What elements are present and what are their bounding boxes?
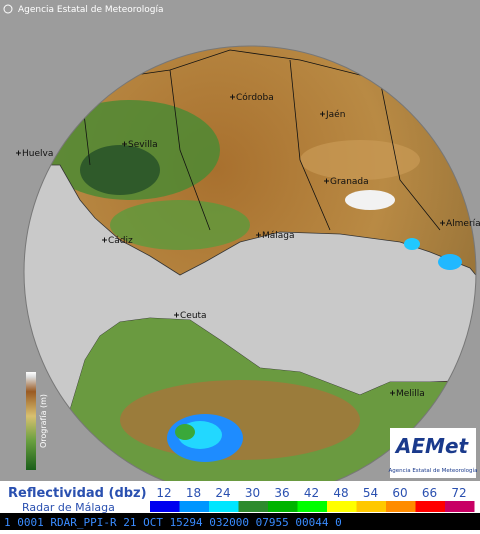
city-marker xyxy=(440,220,445,226)
legend-value: 18 xyxy=(186,486,201,500)
legend-swatch xyxy=(238,501,268,512)
logo-subtitle: Agencia Estatal de Meteorología xyxy=(389,467,478,474)
city-label: Cádiz xyxy=(108,236,133,246)
legend-title: Reflectividad (dbz) xyxy=(8,486,147,501)
legend-swatch xyxy=(268,501,298,512)
orography-title: Orografía (m) xyxy=(39,394,48,448)
radar-coverage xyxy=(24,46,476,481)
agency-label: Agencia Estatal de Meteorología xyxy=(18,5,164,15)
city-marker xyxy=(16,150,21,156)
legend-value: 60 xyxy=(392,486,407,500)
legend-value: 36 xyxy=(274,486,289,500)
city-marker xyxy=(102,237,107,243)
city-marker xyxy=(122,141,127,147)
legend-value: 66 xyxy=(422,486,437,500)
legend-value: 72 xyxy=(451,486,466,500)
status-bar xyxy=(0,513,480,530)
legend-swatch xyxy=(209,501,239,512)
legend-swatch xyxy=(179,501,209,512)
city-labels: Córdoba Jaén Sevilla Huelva Granada Málaga Cád… xyxy=(16,92,480,399)
city-marker xyxy=(230,94,235,100)
city-label: Melilla xyxy=(396,389,425,399)
orography-bar xyxy=(26,372,36,470)
legend-value: 30 xyxy=(245,486,260,500)
city-label: Ceuta xyxy=(180,311,207,321)
status-text: 1 0001 RDAR_PPI-R 21 OCT 15294 032000 07… xyxy=(4,516,342,529)
city-marker xyxy=(320,111,325,117)
legend-swatch xyxy=(327,501,357,512)
legend-swatch xyxy=(445,501,475,512)
city-label: Jaén xyxy=(325,109,345,120)
logo-box xyxy=(390,428,476,478)
city-label: Córdoba xyxy=(236,92,274,103)
legend-scale: 12 18 24 30 36 42 48 54 60 66 72 xyxy=(150,486,475,512)
legend-swatch xyxy=(356,501,386,512)
city-label: Granada xyxy=(330,177,369,187)
city-marker xyxy=(256,232,261,238)
logo-name: AEMet xyxy=(394,434,470,458)
city-label: Huelva xyxy=(22,149,53,159)
city-label: Málaga xyxy=(262,231,295,241)
legend-swatch xyxy=(150,501,180,512)
city-marker xyxy=(324,178,329,184)
city-label: Sevilla xyxy=(128,140,158,150)
city-label: Almería xyxy=(446,219,480,229)
legend-value: 54 xyxy=(363,486,378,500)
city-marker xyxy=(174,312,179,318)
agency-icon xyxy=(3,4,13,14)
legend-value: 12 xyxy=(156,486,171,500)
legend-swatch xyxy=(415,501,445,512)
legend-value: 24 xyxy=(215,486,230,500)
legend-value: 42 xyxy=(304,486,319,500)
city-marker xyxy=(390,390,395,396)
legend-swatch xyxy=(386,501,416,512)
legend-swatch xyxy=(297,501,327,512)
legend-value: 48 xyxy=(333,486,348,500)
legend-radar: Radar de Málaga xyxy=(22,501,115,514)
